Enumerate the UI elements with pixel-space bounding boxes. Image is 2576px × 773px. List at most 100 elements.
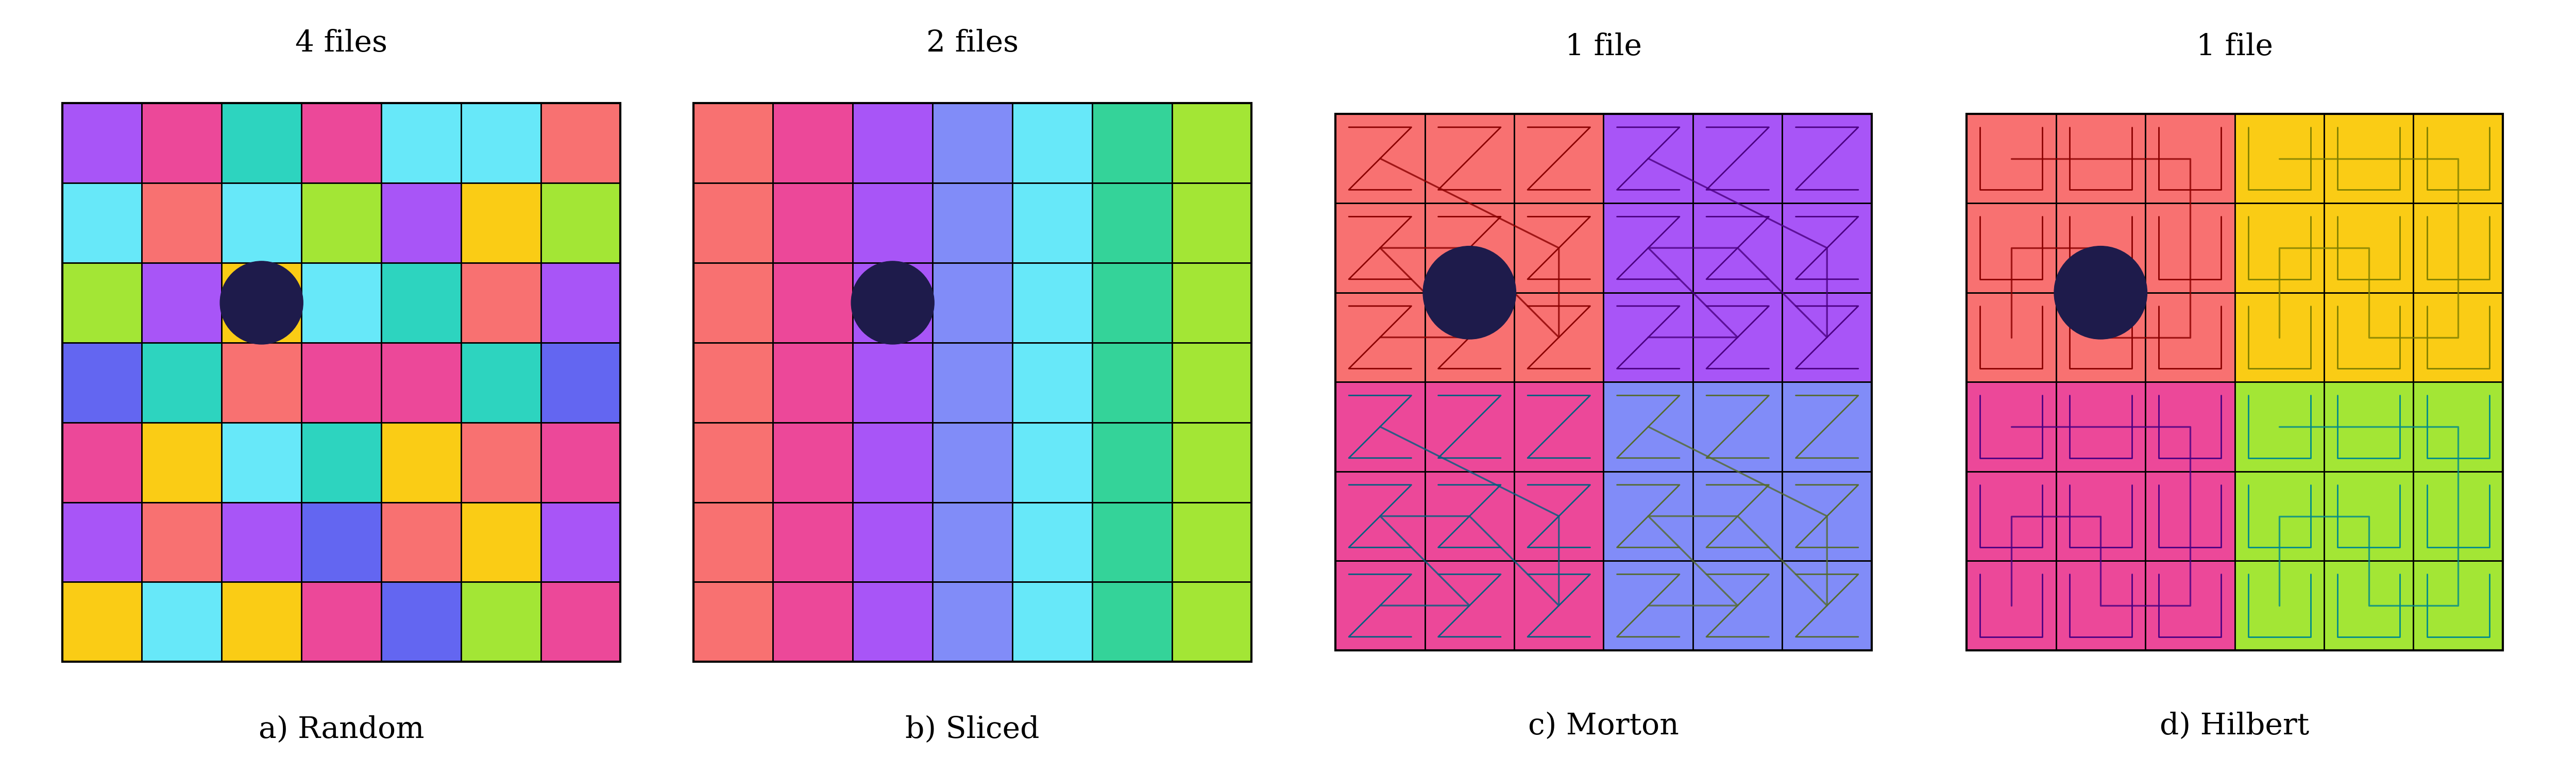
- Bar: [461, 342, 541, 422]
- Bar: [1602, 293, 1692, 382]
- Bar: [1965, 382, 2056, 472]
- Bar: [222, 582, 301, 662]
- Bar: [2324, 203, 2414, 293]
- Bar: [1692, 561, 1783, 650]
- Bar: [1783, 293, 1873, 382]
- Bar: [773, 422, 853, 502]
- Bar: [933, 502, 1012, 582]
- Bar: [1425, 382, 1515, 472]
- Bar: [773, 183, 853, 263]
- Bar: [2324, 293, 2414, 382]
- Bar: [1515, 382, 1602, 472]
- Bar: [2056, 472, 2146, 561]
- Bar: [1334, 382, 1425, 472]
- Bar: [1515, 293, 1602, 382]
- Bar: [2056, 203, 2146, 293]
- Bar: [1692, 114, 1783, 203]
- Bar: [2414, 382, 2504, 472]
- Bar: [1172, 104, 1252, 183]
- Bar: [301, 183, 381, 263]
- Bar: [1515, 203, 1602, 293]
- Text: a) Random: a) Random: [258, 715, 425, 744]
- Bar: [461, 104, 541, 183]
- Bar: [853, 263, 933, 342]
- Bar: [2236, 382, 2324, 472]
- Bar: [1012, 104, 1092, 183]
- Bar: [541, 104, 621, 183]
- Bar: [301, 422, 381, 502]
- Bar: [1012, 342, 1092, 422]
- Bar: [2236, 561, 2324, 650]
- Bar: [381, 183, 461, 263]
- Bar: [461, 422, 541, 502]
- Bar: [1425, 293, 1515, 382]
- Bar: [1334, 561, 1425, 650]
- Bar: [2146, 382, 2236, 472]
- Bar: [1783, 561, 1873, 650]
- Bar: [301, 582, 381, 662]
- Bar: [541, 422, 621, 502]
- Bar: [1602, 561, 1692, 650]
- Bar: [142, 183, 222, 263]
- Bar: [2236, 472, 2324, 561]
- Bar: [1172, 263, 1252, 342]
- Bar: [1012, 263, 1092, 342]
- Bar: [933, 263, 1012, 342]
- Bar: [541, 342, 621, 422]
- Bar: [381, 342, 461, 422]
- Bar: [853, 183, 933, 263]
- Bar: [853, 582, 933, 662]
- Bar: [62, 502, 142, 582]
- Bar: [1692, 293, 1783, 382]
- Bar: [461, 502, 541, 582]
- Bar: [1092, 263, 1172, 342]
- Bar: [933, 104, 1012, 183]
- Bar: [1092, 342, 1172, 422]
- Bar: [693, 422, 773, 502]
- Bar: [541, 502, 621, 582]
- Bar: [2414, 114, 2504, 203]
- Bar: [1602, 114, 1692, 203]
- Bar: [933, 422, 1012, 502]
- Bar: [853, 342, 933, 422]
- Text: c) Morton: c) Morton: [1528, 712, 1680, 741]
- Bar: [693, 582, 773, 662]
- Bar: [1425, 203, 1515, 293]
- Bar: [2236, 293, 2324, 382]
- Bar: [1965, 472, 2056, 561]
- Bar: [461, 582, 541, 662]
- Bar: [2146, 293, 2236, 382]
- Bar: [853, 422, 933, 502]
- Bar: [2414, 472, 2504, 561]
- Bar: [1783, 203, 1873, 293]
- Bar: [1334, 293, 1425, 382]
- Bar: [2414, 203, 2504, 293]
- Bar: [933, 342, 1012, 422]
- Text: b) Sliced: b) Sliced: [904, 715, 1041, 744]
- Bar: [1172, 422, 1252, 502]
- Bar: [1092, 502, 1172, 582]
- Bar: [693, 263, 773, 342]
- Bar: [2056, 293, 2146, 382]
- Bar: [142, 422, 222, 502]
- Bar: [1783, 472, 1873, 561]
- Bar: [222, 104, 301, 183]
- Bar: [853, 502, 933, 582]
- Bar: [142, 582, 222, 662]
- Bar: [2324, 382, 2414, 472]
- Bar: [62, 342, 142, 422]
- Bar: [1965, 114, 2056, 203]
- Bar: [2146, 561, 2236, 650]
- Bar: [1515, 561, 1602, 650]
- Bar: [1783, 382, 1873, 472]
- Bar: [773, 104, 853, 183]
- Bar: [381, 104, 461, 183]
- Bar: [773, 582, 853, 662]
- Text: 1 file: 1 file: [2197, 32, 2272, 61]
- Bar: [2146, 203, 2236, 293]
- Bar: [2146, 114, 2236, 203]
- Bar: [1425, 472, 1515, 561]
- Bar: [222, 183, 301, 263]
- Bar: [62, 263, 142, 342]
- Bar: [1092, 422, 1172, 502]
